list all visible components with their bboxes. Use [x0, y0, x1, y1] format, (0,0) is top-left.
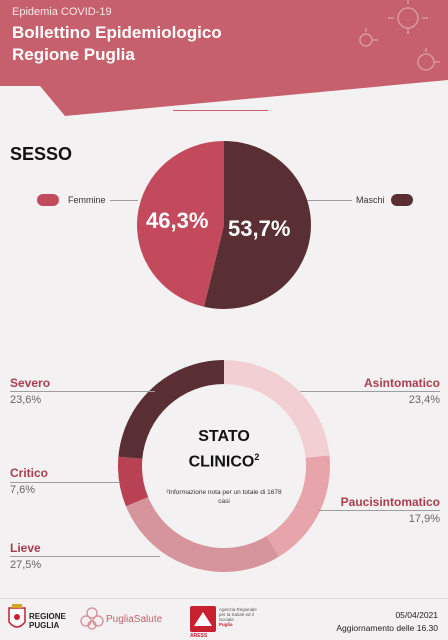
maschi-pie-slice [203, 141, 311, 309]
lieve-donut-segment [125, 497, 280, 572]
femmine-legend-swatch [37, 194, 59, 206]
maschi-leader-line [300, 200, 352, 201]
lieve-value: 27,5% [10, 559, 42, 571]
sesso-pie-chart [137, 141, 311, 309]
stato-clinico-center-title: STATO CLINICO2 [165, 426, 283, 472]
aress-logo-text: ARESS [190, 633, 208, 639]
critico-value: 7,6% [10, 484, 36, 496]
paucisintomatico-donut-segment [266, 455, 330, 557]
critico-leader-line [10, 482, 120, 483]
regione-puglia-logo-text: REGIONE PUGLIA [29, 612, 66, 630]
update-time: Aggiornamento delle 16.30 [336, 623, 438, 633]
femmine-legend-label: Femmine [68, 195, 106, 205]
asintomatico-value: 23,4% [408, 394, 440, 406]
femmine-leader-line [110, 200, 138, 201]
sesso-section-title: SESSO [10, 144, 73, 164]
puglia-salute-flower-icon [80, 607, 104, 630]
critico-label: Critico [10, 466, 49, 480]
center-title-line2: CLINICO2 [188, 452, 260, 471]
paucisintomatico-value: 17,9% [408, 513, 440, 525]
center-title-line1: STATO [198, 428, 250, 445]
stato-clinico-note: ²Informazione nota per un totale di 1678… [166, 489, 282, 505]
header-kicker: Epidemia COVID-19 [12, 6, 112, 18]
regione-puglia-crest-icon [8, 604, 26, 628]
header-divider [173, 110, 268, 111]
puglia-salute-logo-text: PugliaSalute [106, 614, 163, 625]
asintomatico-donut-segment [224, 360, 330, 458]
title-line-2: Regione Puglia [12, 45, 135, 64]
lieve-leader-line [10, 556, 160, 557]
aress-caption: Agenzia Regionale per la Salute ed il So… [219, 607, 257, 627]
severo-donut-segment [118, 360, 224, 459]
asintomatico-label: Asintomatico [363, 376, 440, 390]
lieve-label: Lieve [10, 541, 41, 555]
femmine-pie-slice [137, 141, 224, 307]
femmine-value: 46,3% [146, 208, 209, 233]
critico-donut-segment [118, 456, 149, 507]
page-title: Bollettino Epidemiologico Regione Puglia [12, 22, 222, 66]
stato-clinico-donut-chart [118, 360, 330, 572]
paucisintomatico-label: Paucisintomatico [340, 495, 440, 509]
title-line-1: Bollettino Epidemiologico [12, 23, 222, 42]
severo-value: 23,6% [10, 394, 42, 406]
severo-leader-line [10, 391, 155, 392]
bulletin-date: 05/04/2021 [395, 610, 438, 620]
aress-logo-icon [190, 606, 216, 632]
virus-motif-icon [359, 0, 440, 71]
severo-label: Severo [10, 376, 51, 390]
footer-divider [0, 598, 448, 599]
maschi-legend-swatch [391, 194, 413, 206]
asintomatico-leader-line [300, 391, 440, 392]
maschi-value: 53,7% [228, 216, 291, 241]
maschi-legend-label: Maschi [356, 195, 385, 205]
paucisintomatico-leader-line [318, 510, 440, 511]
